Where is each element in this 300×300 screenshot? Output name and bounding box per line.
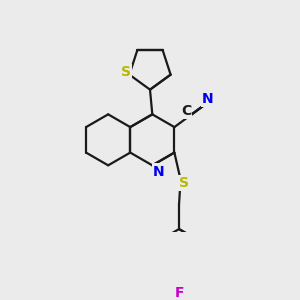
Text: S: S [179,176,189,190]
Text: N: N [153,164,164,178]
Text: N: N [202,92,213,106]
Text: S: S [121,65,131,79]
Text: C: C [181,104,191,118]
Text: F: F [174,286,184,300]
